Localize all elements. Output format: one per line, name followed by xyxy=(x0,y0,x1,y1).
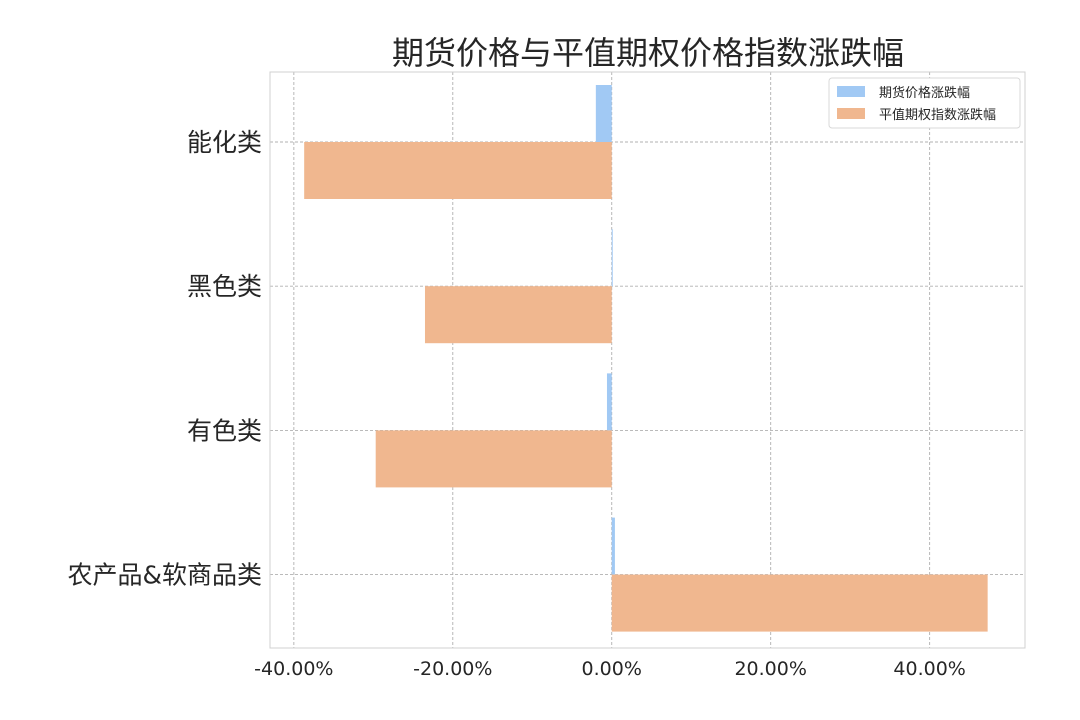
legend-label: 平值期权指数涨跌幅 xyxy=(879,107,996,123)
plot-frame xyxy=(269,71,1026,649)
category-label: 有色类 xyxy=(187,416,262,445)
x-tick-label: 20.00% xyxy=(734,658,806,680)
category-label: 农产品&软商品类 xyxy=(68,561,263,590)
option-index-change-bar xyxy=(375,430,612,488)
x-tick-label: 0.00% xyxy=(582,658,642,680)
futures-change-bar xyxy=(611,517,615,575)
category-label: 能化类 xyxy=(187,128,262,157)
option-index-change-bar xyxy=(304,142,612,199)
legend-swatch xyxy=(837,108,865,119)
bars xyxy=(304,85,988,632)
axes: -40.00% -20.00% 0.00% 20.00% 40.00% 能化类黑色类有色类… xyxy=(68,71,1026,680)
futures-change-bar xyxy=(606,373,612,431)
legend-box xyxy=(828,77,1021,129)
chart-title: 期货价格与平值期权价格指数涨跌幅 xyxy=(392,34,904,72)
category-label: 黑色类 xyxy=(187,272,262,301)
futures-change-bar xyxy=(611,229,613,287)
option-index-change-bar xyxy=(424,286,612,344)
futures-change-bar xyxy=(595,85,612,142)
x-tick-label: 40.00% xyxy=(893,658,965,680)
option-index-change-bar xyxy=(611,574,988,632)
legend-swatch xyxy=(837,86,865,97)
x-tick-label: -40.00% xyxy=(254,658,333,680)
x-tick-label: -20.00% xyxy=(413,658,492,680)
legend-label: 期货价格涨跌幅 xyxy=(879,85,970,101)
